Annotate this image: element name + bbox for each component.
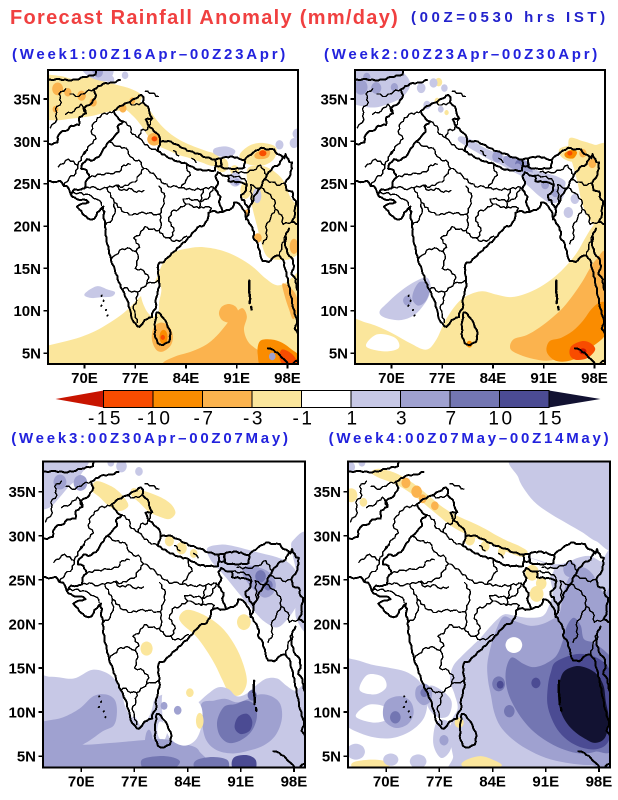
svg-text:25N: 25N <box>13 176 41 193</box>
svg-text:(Week2:00Z23Apr–00Z30Apr): (Week2:00Z23Apr–00Z30Apr) <box>324 46 600 63</box>
svg-text:-7: -7 <box>194 409 216 430</box>
svg-text:15N: 15N <box>313 660 341 677</box>
svg-text:20N: 20N <box>13 219 41 236</box>
svg-text:35N: 35N <box>320 92 348 109</box>
svg-text:10N: 10N <box>313 705 341 722</box>
svg-text:84E: 84E <box>173 370 200 387</box>
svg-text:70E: 70E <box>71 370 98 387</box>
svg-text:-10: -10 <box>138 409 173 430</box>
svg-text:25N: 25N <box>320 176 348 193</box>
svg-text:5N: 5N <box>322 749 341 766</box>
svg-text:84E: 84E <box>174 774 201 791</box>
svg-text:-1: -1 <box>293 409 315 430</box>
svg-text:98E: 98E <box>581 370 608 387</box>
svg-text:77E: 77E <box>426 774 453 791</box>
svg-text:30N: 30N <box>8 528 36 545</box>
svg-text:-15: -15 <box>88 409 123 430</box>
svg-text:20N: 20N <box>320 219 348 236</box>
svg-text:25N: 25N <box>8 572 36 589</box>
svg-text:15N: 15N <box>320 261 348 278</box>
svg-text:-3: -3 <box>243 409 265 430</box>
svg-text:5N: 5N <box>17 749 36 766</box>
svg-text:84E: 84E <box>479 774 506 791</box>
svg-text:10N: 10N <box>8 705 36 722</box>
svg-text:(Week3:00Z30Apr–00Z07May): (Week3:00Z30Apr–00Z07May) <box>11 430 290 447</box>
svg-text:70E: 70E <box>68 774 95 791</box>
svg-text:5N: 5N <box>22 346 41 363</box>
svg-text:(Week1:00Z16Apr–00Z23Apr): (Week1:00Z16Apr–00Z23Apr) <box>12 46 288 63</box>
svg-text:(00Z=0530 hrs IST): (00Z=0530 hrs IST) <box>411 9 609 26</box>
svg-text:98E: 98E <box>274 370 301 387</box>
svg-text:70E: 70E <box>378 370 405 387</box>
svg-text:30N: 30N <box>13 134 41 151</box>
svg-text:77E: 77E <box>429 370 456 387</box>
svg-text:(Week4:00Z07May–00Z14May): (Week4:00Z07May–00Z14May) <box>329 430 612 447</box>
svg-text:91E: 91E <box>223 370 250 387</box>
svg-text:91E: 91E <box>530 370 557 387</box>
svg-text:15N: 15N <box>8 660 36 677</box>
svg-text:30N: 30N <box>313 528 341 545</box>
svg-text:35N: 35N <box>313 484 341 501</box>
svg-text:77E: 77E <box>121 774 148 791</box>
svg-text:3: 3 <box>396 409 409 430</box>
svg-text:20N: 20N <box>313 616 341 633</box>
svg-text:1: 1 <box>346 409 359 430</box>
svg-text:35N: 35N <box>13 92 41 109</box>
svg-text:84E: 84E <box>480 370 507 387</box>
svg-text:91E: 91E <box>532 774 559 791</box>
svg-text:25N: 25N <box>313 572 341 589</box>
svg-text:10N: 10N <box>320 303 348 320</box>
svg-text:7: 7 <box>445 409 458 430</box>
svg-text:91E: 91E <box>227 774 254 791</box>
svg-text:98E: 98E <box>586 774 613 791</box>
svg-text:70E: 70E <box>373 774 400 791</box>
svg-text:10N: 10N <box>13 303 41 320</box>
svg-text:77E: 77E <box>122 370 149 387</box>
svg-text:35N: 35N <box>8 484 36 501</box>
svg-text:30N: 30N <box>320 134 348 151</box>
svg-text:98E: 98E <box>281 774 308 791</box>
svg-text:15N: 15N <box>13 261 41 278</box>
svg-text:20N: 20N <box>8 616 36 633</box>
svg-text:Forecast Rainfall Anomaly (mm/: Forecast Rainfall Anomaly (mm/day) <box>10 7 399 29</box>
svg-text:15: 15 <box>538 409 564 430</box>
svg-text:10: 10 <box>488 409 514 430</box>
svg-text:5N: 5N <box>329 346 348 363</box>
